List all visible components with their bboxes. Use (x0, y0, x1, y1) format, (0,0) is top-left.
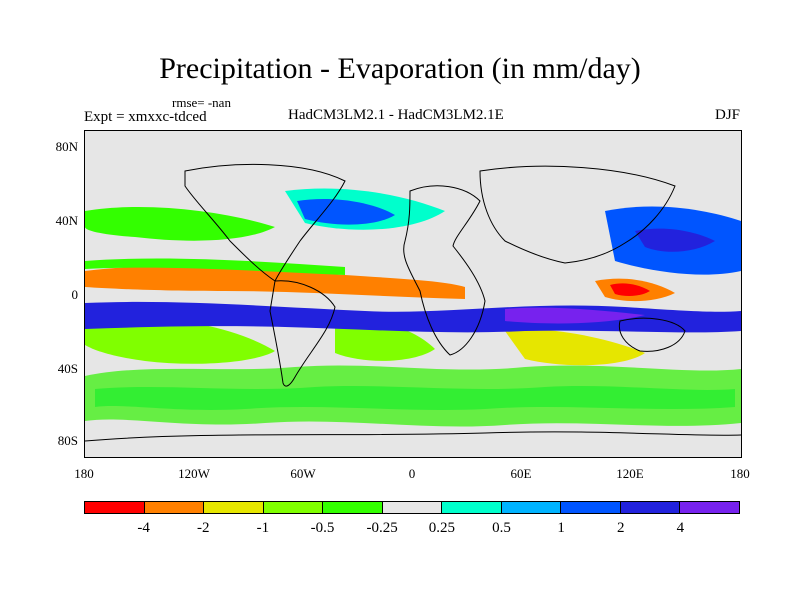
field-indian-south (505, 329, 645, 366)
colorbar-tick-label: -2 (197, 520, 210, 536)
field-south-atlantic (335, 319, 435, 361)
rmse-label: rmse= -nan (172, 95, 231, 110)
asia-outline (479, 165, 676, 264)
field-north-pacific (85, 206, 275, 241)
field-south-subtropics (85, 317, 275, 364)
colorbar-swatch (442, 502, 502, 513)
colorbar-swatch (144, 502, 205, 513)
colorbar-tick-label: -1 (256, 520, 270, 536)
x-tick-label: 60E (510, 466, 532, 481)
field-southern-band-inner (95, 386, 735, 410)
experiment-label: Expt = xmxxc-tdced (84, 109, 207, 125)
field-maritime-core (610, 283, 650, 296)
map-panel (84, 130, 742, 458)
field-tropical-green (85, 258, 345, 275)
colorbar-swatch (680, 502, 740, 513)
coastlines (85, 163, 741, 442)
y-tick-label: 80S (57, 433, 78, 448)
colorbar-tick-label: 2 (616, 520, 625, 536)
colorbar-tick-label: 0.25 (428, 520, 455, 536)
map-svg (85, 131, 741, 457)
field-wet-north-atlantic (297, 198, 395, 225)
y-tick-label: 80N (55, 139, 78, 154)
europe-africa-outline (403, 185, 486, 356)
colorbar-swatch (323, 502, 383, 513)
colorbar-swatch (85, 502, 145, 513)
field-wet-north-pacific-core (635, 228, 715, 252)
models-label: HadCM3LM2.1 - HadCM3LM2.1E (288, 107, 504, 123)
x-tick-label: 0 (408, 466, 416, 481)
colorbar-tick-label: 4 (676, 520, 685, 536)
colorbar-tick-label: 0.5 (492, 520, 511, 536)
x-tick-label: 180 (74, 466, 94, 481)
season-label: DJF (714, 107, 740, 123)
colorbar-tick-label: -0.25 (366, 520, 398, 536)
y-tick-label: 40N (55, 213, 78, 228)
colorbar-tick-label: 1 (557, 520, 565, 536)
y-tick-label: 0 (71, 287, 79, 302)
colorbar-swatch (263, 502, 324, 513)
x-tick-label: 120E (616, 466, 644, 481)
south-america-outline (269, 280, 336, 387)
x-tick-label: 120W (178, 466, 210, 481)
antarctica-outline (85, 431, 741, 442)
colorbar-swatch (501, 502, 562, 513)
north-america-outline (184, 163, 346, 282)
chart-title: Precipitation - Evaporation (in mm/day) (159, 52, 641, 85)
y-tick-label: 40S (57, 361, 78, 376)
colorbar-tick-label: -0.5 (310, 520, 335, 536)
x-tick-label: 60W (290, 466, 316, 481)
colorbar-tick-label: -4 (137, 520, 150, 536)
field-itcz-core (505, 307, 645, 324)
x-tick-label: 180 (730, 466, 750, 481)
colorbar-swatch (620, 502, 681, 513)
colorbar-swatch (382, 502, 443, 513)
colorbar (84, 501, 740, 514)
australia-outline (618, 317, 686, 352)
colorbar-swatch (204, 502, 264, 513)
colorbar-swatch (561, 502, 621, 513)
